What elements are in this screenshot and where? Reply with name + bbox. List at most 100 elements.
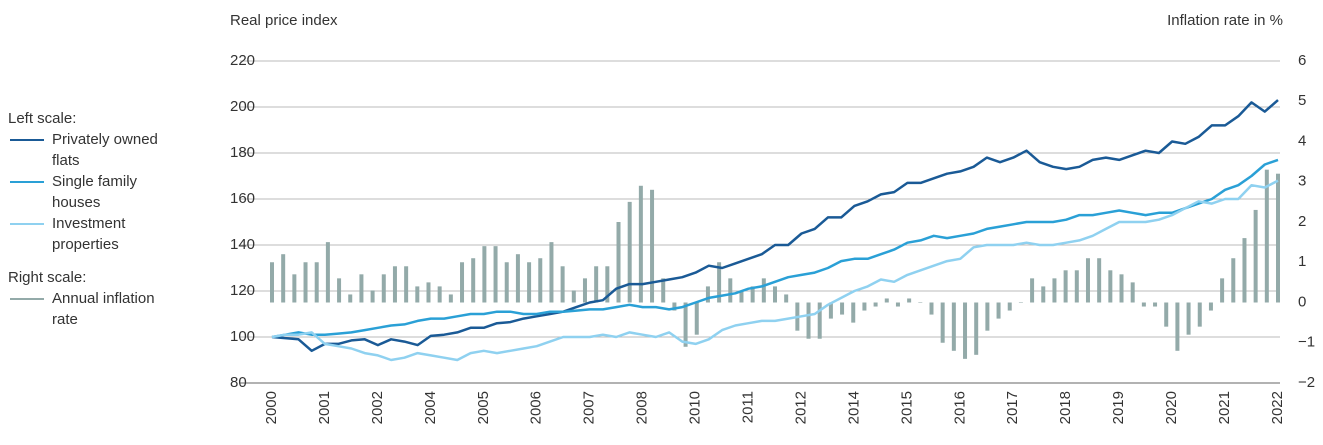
x-tick-label: 2004	[422, 391, 439, 424]
y2-tick-label: −2	[1298, 374, 1315, 391]
inflation-bar	[963, 302, 968, 359]
inflation-bar	[717, 262, 722, 303]
inflation-bar	[1276, 173, 1280, 303]
inflation-bar	[1074, 270, 1079, 303]
y2-axis-title: Inflation rate in %	[1167, 12, 1283, 29]
inflation-bar	[840, 302, 845, 315]
inflation-bar	[1231, 258, 1236, 303]
y-tick-label: 120	[230, 282, 255, 299]
y2-tick-label: 6	[1298, 52, 1306, 69]
inflation-bar	[1052, 278, 1057, 303]
inflation-bar	[784, 294, 789, 303]
inflation-bar	[996, 302, 1001, 319]
legend-label: Investment properties	[52, 215, 126, 253]
inflation-bar	[750, 286, 755, 303]
y2-tick-label: 5	[1298, 92, 1306, 109]
inflation-bar	[437, 286, 442, 303]
inflation-bar	[1130, 282, 1135, 303]
inflation-bar	[1164, 302, 1169, 327]
inflation-bar	[817, 302, 822, 339]
inflation-bar	[549, 242, 554, 303]
x-tick-label: 2005	[475, 391, 492, 424]
inflation-bar	[381, 274, 386, 303]
legend-item: Investment properties	[10, 213, 173, 255]
x-tick-label: 2011	[739, 391, 756, 423]
y-tick-label: 200	[230, 98, 255, 115]
inflation-bar	[1208, 302, 1213, 311]
inflation-bar	[761, 278, 766, 303]
y2-tick-label: 0	[1298, 293, 1306, 310]
legend-group-title: Right scale:	[8, 269, 87, 286]
y-tick-label: 220	[230, 52, 255, 69]
inflation-bar	[594, 266, 599, 303]
inflation-bar	[985, 302, 990, 331]
inflation-bar	[571, 290, 576, 303]
inflation-bar	[1253, 209, 1258, 303]
inflation-bar	[370, 290, 375, 303]
inflation-bar	[974, 302, 979, 355]
inflation-bar	[359, 274, 364, 303]
inflation-bar	[1007, 302, 1012, 311]
x-tick-label: 2019	[1110, 391, 1127, 424]
inflation-bar	[940, 302, 945, 343]
inflation-bar	[650, 189, 655, 303]
inflation-bar	[493, 246, 498, 303]
x-tick-label: 2008	[634, 391, 651, 424]
inflation-bar	[303, 262, 308, 303]
inflation-bar	[1153, 302, 1158, 307]
legend-items: Privately owned flats Single family house…	[8, 129, 173, 255]
x-tick-label: 2021	[1216, 391, 1233, 424]
inflation-bar	[270, 262, 274, 303]
inflation-bar	[527, 262, 532, 303]
inflation-bar	[683, 302, 688, 347]
inflation-bar	[460, 262, 465, 303]
inflation-bar	[851, 302, 856, 323]
inflation-bar	[918, 302, 923, 303]
inflation-bar	[605, 266, 610, 303]
x-tick-label: 2015	[898, 391, 915, 424]
inflation-bar	[929, 302, 934, 315]
inflation-bar	[281, 254, 286, 303]
inflation-bar	[1197, 302, 1202, 327]
inflation-bar	[638, 185, 643, 303]
inflation-bar	[1119, 274, 1124, 303]
inflation-bar	[884, 298, 889, 303]
inflation-bar	[728, 278, 733, 303]
y-tick-label: 180	[230, 144, 255, 161]
inflation-bar	[616, 222, 621, 303]
inflation-bar	[515, 254, 520, 303]
inflation-bar	[694, 302, 699, 335]
inflation-bar	[314, 262, 319, 303]
legend-items: Annual inflation rate	[8, 288, 173, 330]
inflation-bar	[348, 294, 353, 303]
inflation-bar	[705, 286, 710, 303]
legend-swatch	[10, 139, 44, 141]
inflation-bar	[292, 274, 297, 303]
inflation-bar	[560, 266, 565, 303]
inflation-bar	[672, 302, 677, 311]
legend-label: Single family houses	[52, 173, 138, 211]
inflation-bar	[739, 290, 744, 303]
x-tick-label: 2007	[581, 391, 598, 424]
y2-tick-label: −1	[1298, 334, 1315, 351]
legend-label: Privately owned flats	[52, 131, 158, 169]
inflation-bar	[627, 201, 632, 303]
inflation-bar	[392, 266, 397, 303]
inflation-bar	[1220, 278, 1225, 303]
x-tick-label: 2020	[1163, 391, 1180, 424]
legend-item: Single family houses	[10, 171, 173, 213]
inflation-bar	[582, 278, 587, 303]
x-tick-label: 2006	[528, 391, 545, 424]
y-tick-label: 160	[230, 190, 255, 207]
price-line	[271, 179, 1279, 362]
inflation-bar	[538, 258, 543, 303]
inflation-bar	[907, 298, 912, 303]
inflation-bar	[1085, 258, 1090, 303]
legend-label: Annual inflation rate	[52, 290, 155, 328]
y2-tick-label: 1	[1298, 253, 1306, 270]
inflation-bar	[1186, 302, 1191, 335]
x-tick-label: 2000	[263, 391, 280, 424]
x-tick-label: 2001	[316, 391, 333, 424]
inflation-bar	[828, 302, 833, 319]
